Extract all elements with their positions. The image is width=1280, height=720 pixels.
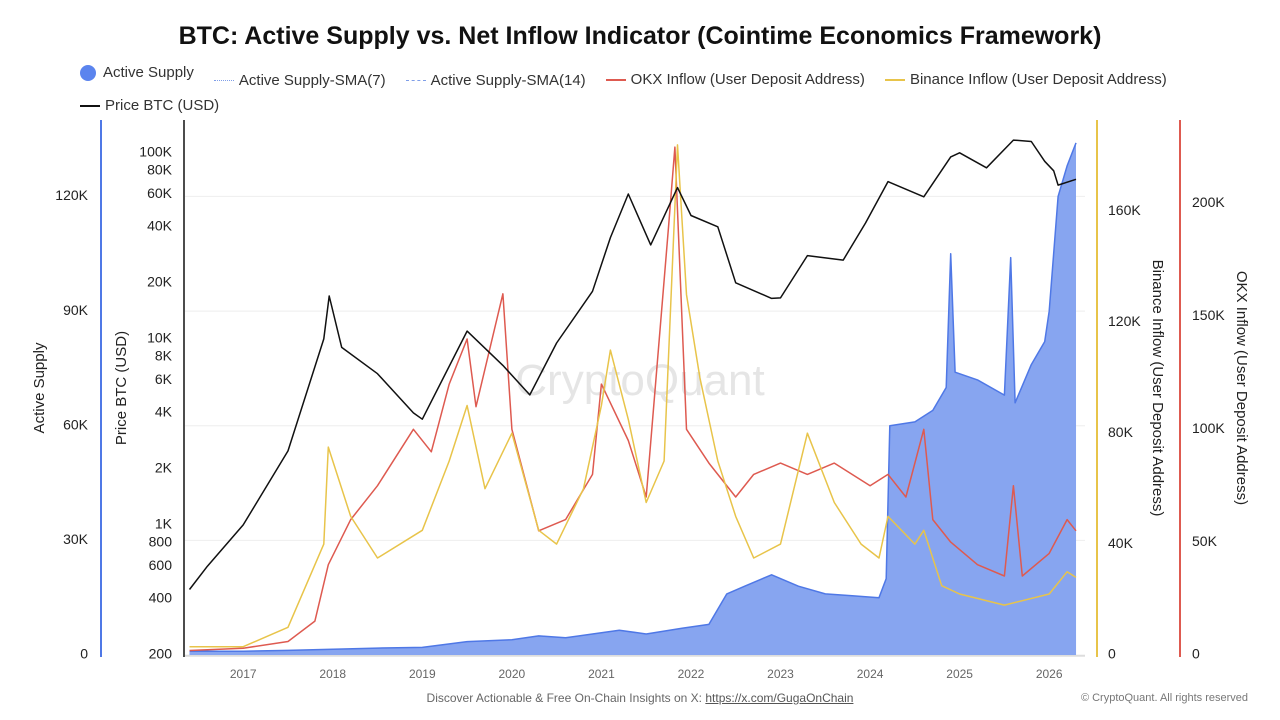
copyright: © CryptoQuant. All rights reserved [1080,692,1248,704]
x-tick: 2024 [857,667,884,681]
x-tick: 2026 [1036,667,1063,681]
footer: Discover Actionable & Free On-Chain Insi… [0,691,1280,705]
x-tick: 2017 [230,667,257,681]
legend-label: OKX Inflow (User Deposit Address) [630,71,865,88]
okx-tick: 200K [1192,194,1225,210]
legend-swatch [213,80,234,81]
binance-axis-label: Binance Inflow (User Deposit Address) [1149,260,1166,517]
active-supply-area [189,142,1077,655]
x-tick: 2021 [588,667,615,681]
binance-tick: 0 [1108,646,1116,662]
okx-tick: 0 [1192,646,1200,662]
legend: Active Supply Active Supply-SMA(7) Active … [80,62,1230,117]
chart-title: BTC: Active Supply vs. Net Inflow Indica… [178,22,1102,50]
x-tick: 2022 [678,667,705,681]
legend-item[interactable]: Active Supply-SMA(14) [405,70,586,92]
legend-item[interactable]: Price BTC (USD) [80,95,219,117]
legend-label: Active Supply [103,64,194,81]
price-tick: 8K [155,348,173,364]
footer-link[interactable]: https://x.com/GugaOnChain [705,691,854,705]
okx-tick: 100K [1192,420,1225,436]
price-tick: 6K [155,371,173,387]
legend-label: Binance Inflow (User Deposit Address) [909,71,1167,88]
price-tick: 60K [147,185,173,201]
price-tick: 80K [147,162,173,178]
legend-label: Active Supply-SMA(14) [430,71,586,89]
price-axis-label: Price BTC (USD) [113,331,130,445]
price-tick: 400 [149,590,173,606]
okx-tick: 150K [1192,307,1225,323]
legend-swatch [80,65,96,81]
x-tick: 2020 [499,667,526,681]
footer-text: Discover Actionable & Free On-Chain Insi… [426,691,706,705]
price-tick: 40K [147,218,173,234]
active-supply-tick: 0 [80,646,88,662]
legend-swatch [884,79,905,81]
price-tick: 200 [149,646,173,662]
price-tick: 1K [155,516,173,532]
active-supply-tick: 120K [55,187,88,203]
legend-swatch [80,104,100,107]
x-tick: 2019 [409,667,436,681]
active-supply-tick: 60K [63,416,89,432]
binance-tick: 40K [1108,535,1134,551]
legend-item[interactable]: Active Supply-SMA(7) [213,70,386,92]
legend-item[interactable]: Binance Inflow (User Deposit Address) [884,69,1167,91]
binance-tick: 80K [1108,424,1134,440]
price-tick: 4K [155,404,173,420]
price-tick: 600 [149,557,173,573]
x-tick: 2023 [767,667,794,681]
legend-label: Active Supply-SMA(7) [238,71,386,89]
price-tick: 10K [147,330,173,346]
series-line-okx [189,146,1077,652]
price-tick: 100K [139,143,172,159]
legend-swatch [605,79,626,81]
x-tick: 2025 [946,667,973,681]
legend-label: Price BTC (USD) [105,96,220,114]
price-tick: 800 [149,534,173,550]
legend-swatch [405,80,426,81]
binance-tick: 160K [1108,202,1141,218]
okx-axis-label: OKX Inflow (User Deposit Address) [1233,271,1250,505]
active-supply-axis-label: Active Supply [31,342,48,433]
series-line-binance [189,144,1077,648]
legend-item[interactable]: OKX Inflow (User Deposit Address) [605,69,865,91]
watermark: CryptoQuant [515,356,764,405]
binance-tick: 120K [1108,313,1141,329]
active-supply-tick: 90K [63,302,89,318]
price-tick: 20K [147,274,173,290]
series-line-active-supply [189,142,1077,652]
price-tick: 2K [155,460,173,476]
series-line-price [188,139,1077,590]
okx-tick: 50K [1192,533,1218,549]
x-tick: 2018 [319,667,346,681]
legend-item[interactable]: Active Supply [80,62,194,84]
active-supply-tick: 30K [63,531,89,547]
